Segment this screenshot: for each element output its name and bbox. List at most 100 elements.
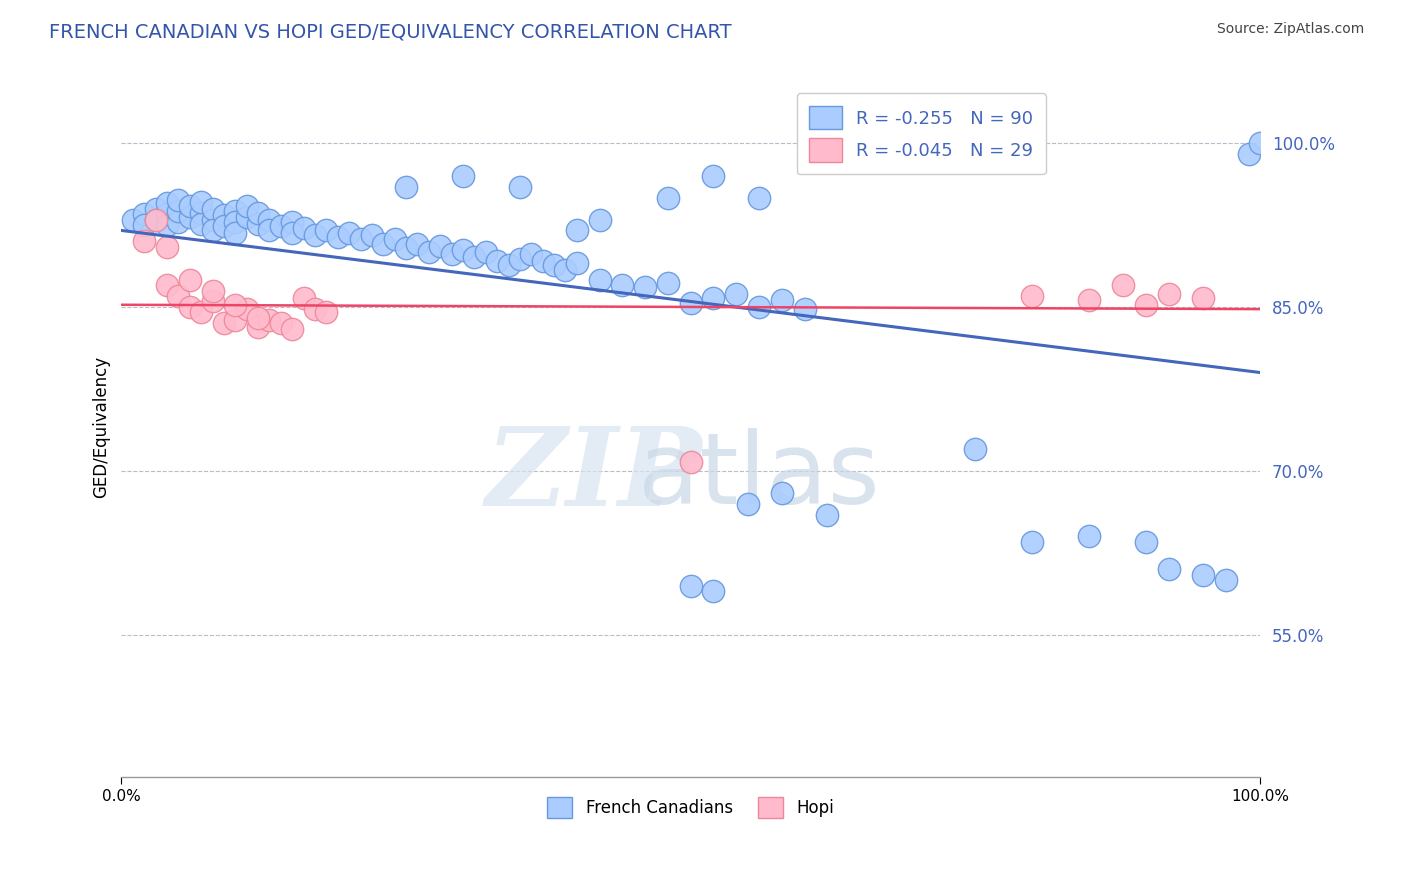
Point (793, 302, 815, 317)
Point (292, 221, 315, 235)
Point (612, 278, 634, 293)
Point (679, 455, 702, 469)
Point (657, 276, 679, 290)
Point (281, 226, 304, 240)
Point (965, 442, 987, 456)
Point (247, 319, 270, 334)
Point (349, 232, 371, 246)
Point (292, 291, 315, 305)
Point (702, 291, 724, 305)
Point (134, 207, 156, 221)
Point (259, 313, 281, 327)
Point (190, 217, 212, 231)
Point (725, 286, 748, 301)
Point (679, 579, 702, 593)
Text: ZIP: ZIP (485, 423, 702, 530)
Point (179, 211, 201, 225)
Point (451, 169, 474, 183)
Point (395, 179, 418, 194)
Point (702, 169, 724, 183)
Point (588, 212, 610, 227)
Point (145, 212, 167, 227)
Text: Source: ZipAtlas.com: Source: ZipAtlas.com (1216, 22, 1364, 37)
Point (315, 223, 337, 237)
Point (748, 191, 770, 205)
Point (167, 203, 190, 218)
Point (395, 241, 418, 255)
Point (247, 206, 270, 220)
Point (145, 202, 167, 216)
Point (1135, 535, 1157, 549)
Point (201, 294, 224, 309)
Point (498, 259, 520, 273)
Point (201, 284, 224, 298)
Point (167, 215, 190, 229)
Point (1249, 136, 1271, 150)
Point (134, 235, 156, 249)
Point (201, 212, 224, 227)
Point (201, 223, 224, 237)
Point (770, 293, 793, 308)
Point (190, 305, 212, 319)
Point (270, 316, 292, 330)
Point (224, 313, 246, 327)
Point (224, 298, 246, 312)
Point (224, 226, 246, 240)
Point (406, 236, 429, 251)
Point (486, 254, 509, 268)
Point (440, 247, 463, 261)
Point (429, 238, 451, 252)
Point (179, 272, 201, 286)
Point (235, 302, 257, 317)
Point (270, 219, 292, 233)
Point (1078, 293, 1101, 308)
Point (509, 179, 531, 194)
Point (361, 227, 384, 242)
Point (588, 272, 610, 286)
Point (156, 218, 179, 232)
Point (179, 300, 201, 314)
Point (156, 207, 179, 221)
Point (770, 485, 793, 500)
Point (463, 250, 485, 264)
Point (1192, 291, 1215, 305)
Point (304, 227, 326, 242)
Point (167, 193, 190, 207)
Point (224, 215, 246, 229)
Point (1021, 535, 1043, 549)
Point (167, 289, 190, 303)
Point (190, 194, 212, 209)
Point (520, 247, 543, 261)
Legend: French Canadians, Hopi: French Canadians, Hopi (541, 791, 841, 824)
Point (156, 196, 179, 211)
Point (384, 232, 406, 246)
Text: FRENCH CANADIAN VS HOPI GED/EQUIVALENCY CORRELATION CHART: FRENCH CANADIAN VS HOPI GED/EQUIVALENCY … (49, 22, 733, 41)
Point (1078, 529, 1101, 543)
Point (509, 252, 531, 266)
Y-axis label: GED/Equivalency: GED/Equivalency (93, 356, 110, 499)
Point (1135, 298, 1157, 312)
Point (531, 254, 554, 268)
Point (212, 219, 235, 233)
Point (815, 508, 838, 522)
Point (212, 316, 235, 330)
Point (179, 199, 201, 213)
Point (134, 218, 156, 232)
Point (1112, 278, 1135, 293)
Point (259, 223, 281, 237)
Point (281, 215, 304, 229)
Point (554, 262, 576, 277)
Point (1192, 567, 1215, 582)
Point (235, 211, 257, 225)
Point (1237, 147, 1260, 161)
Point (1157, 286, 1180, 301)
Point (1021, 289, 1043, 303)
Point (565, 256, 588, 270)
Text: atlas: atlas (638, 427, 880, 524)
Point (247, 217, 270, 231)
Point (247, 310, 270, 325)
Point (543, 259, 565, 273)
Point (259, 212, 281, 227)
Point (281, 322, 304, 336)
Point (304, 302, 326, 317)
